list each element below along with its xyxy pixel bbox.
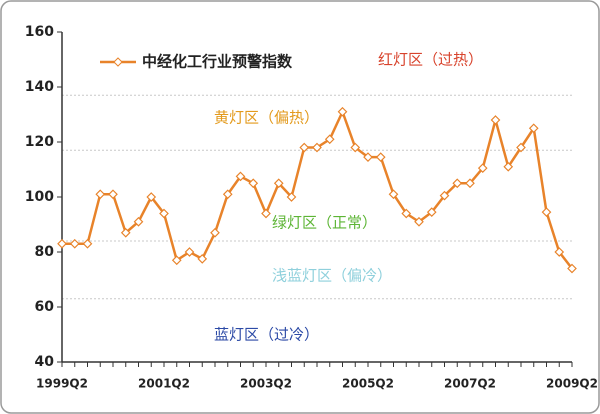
y-tick-label: 100	[25, 189, 54, 205]
point	[273, 178, 284, 189]
point	[222, 189, 233, 200]
point	[133, 216, 144, 227]
point	[210, 227, 220, 238]
point	[120, 227, 131, 238]
point	[69, 238, 80, 249]
point	[57, 238, 67, 249]
annotation: 黄灯区（偏热）	[214, 109, 319, 127]
point	[235, 171, 246, 182]
point	[159, 208, 169, 219]
point	[490, 115, 501, 125]
point	[171, 255, 182, 266]
point	[375, 152, 386, 162]
point	[477, 163, 488, 173]
point	[388, 189, 399, 200]
point	[286, 192, 297, 202]
y-tick-label: 40	[35, 354, 55, 370]
point	[299, 142, 310, 153]
point	[82, 238, 93, 249]
y-tick-label: 60	[35, 299, 55, 315]
point	[108, 189, 118, 200]
point	[337, 106, 348, 117]
y-tick-label: 160	[25, 24, 54, 40]
y-tick-label: 140	[25, 79, 54, 95]
point	[414, 216, 424, 227]
point	[261, 208, 271, 219]
point	[465, 178, 475, 189]
point	[452, 178, 463, 189]
legend-marker	[113, 57, 123, 67]
annotation: 浅蓝灯区（偏冷）	[272, 267, 392, 285]
legend-label: 中经化工行业预警指数	[142, 53, 293, 71]
point	[95, 189, 106, 200]
annotation: 绿灯区（正常）	[272, 214, 377, 232]
point	[567, 263, 577, 274]
point	[439, 190, 450, 201]
point	[426, 207, 437, 217]
x-tick-label: 2005Q2	[342, 377, 394, 391]
point	[401, 208, 412, 219]
point	[363, 152, 373, 162]
point	[554, 247, 565, 257]
x-tick-label: 2001Q2	[138, 377, 190, 391]
point	[350, 142, 361, 153]
x-tick-label: 2009Q2	[546, 377, 598, 391]
point	[312, 142, 322, 153]
point	[528, 123, 539, 134]
point	[248, 178, 259, 189]
point	[146, 192, 157, 202]
x-tick-label: 2007Q2	[444, 377, 496, 391]
point	[197, 254, 208, 264]
annotation: 红灯区（过热）	[378, 51, 483, 69]
point	[324, 134, 335, 145]
point	[541, 207, 552, 217]
y-tick-label: 80	[35, 244, 55, 260]
point	[516, 142, 526, 153]
x-tick-label: 1999Q2	[36, 377, 88, 391]
point	[184, 247, 195, 257]
y-tick-label: 120	[25, 134, 54, 150]
annotation: 蓝灯区（过冷）	[214, 326, 319, 344]
x-tick-label: 2003Q2	[240, 377, 292, 391]
point	[503, 161, 514, 172]
